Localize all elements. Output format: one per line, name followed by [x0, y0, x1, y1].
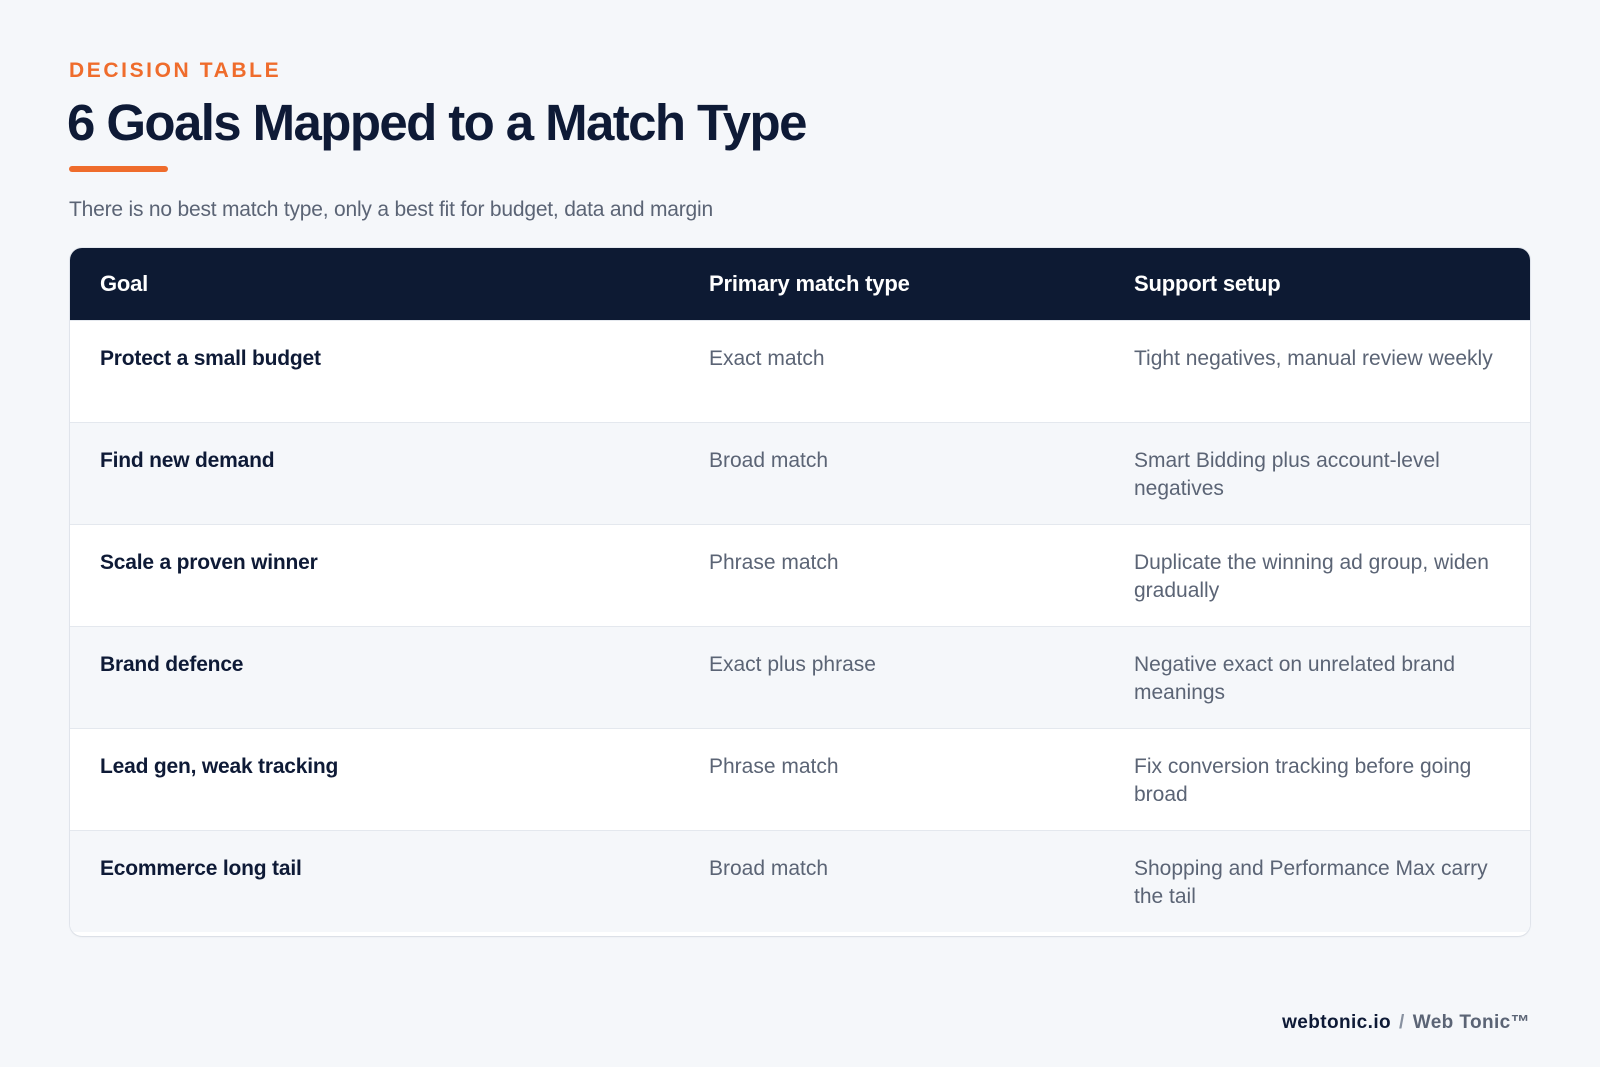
page-title: 6 Goals Mapped to a Match Type	[67, 94, 807, 151]
goal-cell: Scale a proven winner	[100, 551, 318, 574]
page-subtitle: There is no best match type, only a best…	[69, 198, 713, 221]
match-type-cell: Phrase match	[709, 551, 839, 574]
footer-domain: webtonic.io	[1282, 1012, 1392, 1033]
footer-separator: /	[1399, 1012, 1405, 1033]
table-row: Lead gen, weak tracking Phrase match Fix…	[70, 728, 1530, 830]
goal-cell: Ecommerce long tail	[100, 857, 302, 880]
support-setup-cell: Tight negatives, manual review weekly	[1134, 347, 1493, 370]
goal-cell: Brand defence	[100, 653, 244, 676]
column-header-match-type: Primary match type	[709, 271, 910, 296]
goal-cell: Lead gen, weak tracking	[100, 755, 339, 778]
table-row: Scale a proven winner Phrase match Dupli…	[70, 524, 1530, 626]
table-row: Ecommerce long tail Broad match Shopping…	[70, 830, 1530, 932]
match-type-cell: Exact match	[709, 347, 825, 370]
support-setup-cell: Negative exact on unrelated brand meanin…	[1134, 653, 1456, 704]
footer-brand: Web Tonic™	[1412, 1012, 1530, 1033]
support-setup-cell: Smart Bidding plus account-level negativ…	[1134, 449, 1440, 500]
decision-table: Goal Primary match type Support setup Pr…	[70, 248, 1530, 936]
table-header: Goal Primary match type Support setup	[70, 248, 1530, 320]
title-underline	[69, 166, 168, 172]
support-setup-cell: Fix conversion tracking before going bro…	[1134, 755, 1472, 806]
match-type-cell: Exact plus phrase	[709, 653, 876, 676]
column-header-support-setup: Support setup	[1134, 271, 1281, 296]
table-row: Find new demand Broad match Smart Biddin…	[70, 422, 1530, 524]
match-type-cell: Phrase match	[709, 755, 839, 778]
table-row: Protect a small budget Exact match Tight…	[70, 320, 1530, 422]
goal-cell: Find new demand	[100, 449, 275, 472]
match-type-cell: Broad match	[709, 449, 829, 472]
table-row: Brand defence Exact plus phrase Negative…	[70, 626, 1530, 728]
support-setup-cell: Duplicate the winning ad group, widen gr…	[1134, 551, 1489, 602]
column-header-goal: Goal	[100, 271, 149, 296]
footer-credit: webtonic.io / Web Tonic™	[1282, 1011, 1530, 1035]
eyebrow-label: DECISION TABLE	[69, 59, 282, 82]
goal-cell: Protect a small budget	[100, 347, 321, 370]
support-setup-cell: Shopping and Performance Max carry the t…	[1134, 857, 1488, 908]
match-type-cell: Broad match	[709, 857, 829, 880]
